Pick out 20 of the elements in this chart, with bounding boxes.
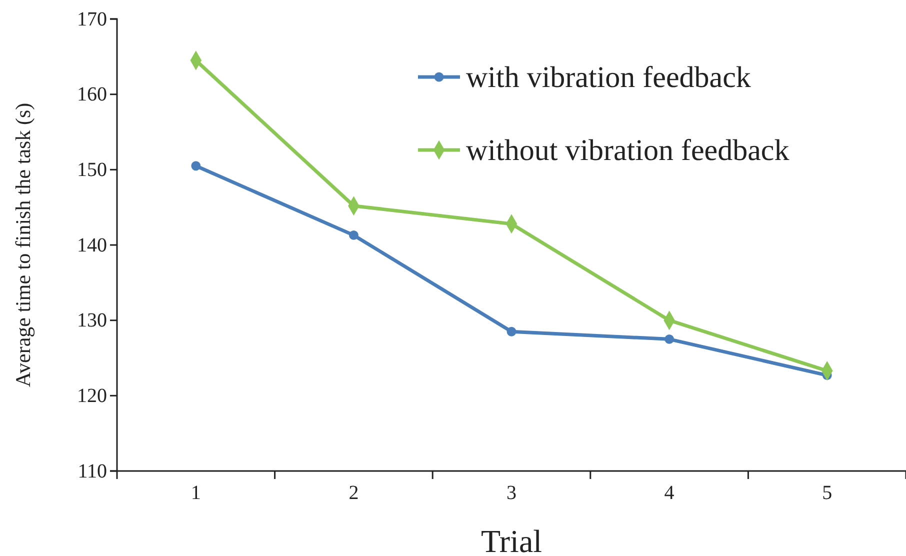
point bbox=[191, 161, 201, 171]
x-tick-label: 1 bbox=[190, 482, 201, 504]
x-tick-label: 2 bbox=[348, 482, 359, 504]
point bbox=[664, 334, 674, 344]
y-tick-label: 120 bbox=[77, 385, 107, 408]
y-tick-label: 150 bbox=[77, 159, 107, 182]
x-tick-label: 3 bbox=[506, 482, 516, 504]
y-tick-label: 160 bbox=[77, 84, 107, 106]
point bbox=[348, 230, 358, 240]
y-tick-label: 170 bbox=[77, 8, 107, 30]
point bbox=[506, 326, 516, 336]
x-tick-label: 5 bbox=[822, 482, 832, 504]
legend-label: with vibration feedback bbox=[466, 61, 751, 94]
y-tick-label: 110 bbox=[78, 460, 107, 482]
y-tick-label: 130 bbox=[77, 310, 107, 332]
y-axis-title: Average time to finish the task (s) bbox=[11, 102, 35, 388]
x-tick-label: 4 bbox=[664, 482, 674, 504]
y-tick-label: 140 bbox=[77, 234, 107, 256]
x-axis-title: Trial bbox=[480, 523, 542, 556]
legend-label: without vibration feedback bbox=[466, 134, 790, 167]
